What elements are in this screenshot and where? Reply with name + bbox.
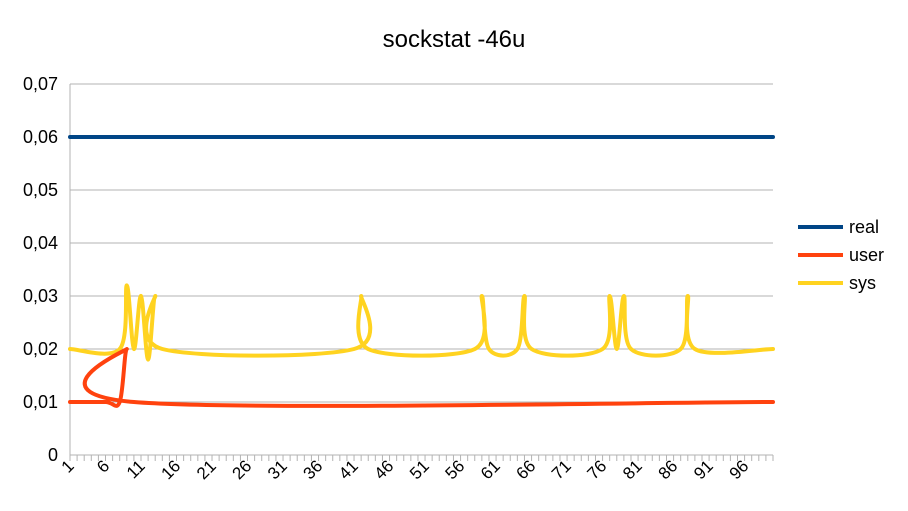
x-tick-label: 91 (690, 456, 717, 483)
y-tick-label: 0,06 (23, 127, 58, 147)
legend-label-real: real (849, 217, 879, 237)
series-lines (68, 135, 775, 408)
x-tick-label: 26 (229, 456, 256, 483)
y-tick-labels: 0 0,01 0,02 0,03 0,04 0,05 0,06 0,07 (23, 74, 58, 465)
gridlines (70, 83, 773, 456)
legend-label-user: user (849, 245, 884, 265)
chart-title: sockstat -46u (382, 26, 526, 53)
x-tick-label: 71 (548, 456, 575, 483)
y-tick-label: 0 (48, 445, 58, 465)
x-tick-label: 96 (726, 456, 753, 483)
x-tick-label: 76 (584, 456, 611, 483)
x-tick-label: 6 (93, 456, 113, 476)
legend-label-sys: sys (849, 273, 876, 293)
y-tick-label: 0,05 (23, 180, 58, 200)
y-tick-label: 0,07 (23, 74, 58, 94)
y-tick-label: 0,04 (23, 233, 58, 253)
y-tick-label: 0,03 (23, 286, 58, 306)
x-tick-label: 36 (300, 456, 327, 483)
x-tick-label: 56 (442, 456, 469, 483)
x-tick-label: 46 (371, 456, 398, 483)
x-tick-label: 81 (619, 456, 646, 483)
axes (69, 84, 774, 461)
x-tick-label: 61 (477, 456, 504, 483)
x-tick-label: 41 (335, 456, 362, 483)
x-tick-label: 21 (193, 456, 220, 483)
x-tick-label: 16 (158, 456, 185, 483)
y-tick-label: 0,01 (23, 392, 58, 412)
legend: real user sys (798, 217, 884, 293)
y-tick-label: 0,02 (23, 339, 58, 359)
series-line-sys (68, 283, 775, 362)
x-tick-label: 86 (655, 456, 682, 483)
x-tick-label: 66 (513, 456, 540, 483)
x-tick-label: 51 (406, 456, 433, 483)
series-line-user (68, 347, 775, 408)
x-tick-label: 31 (264, 456, 291, 483)
x-tick-label: 1 (58, 456, 78, 476)
